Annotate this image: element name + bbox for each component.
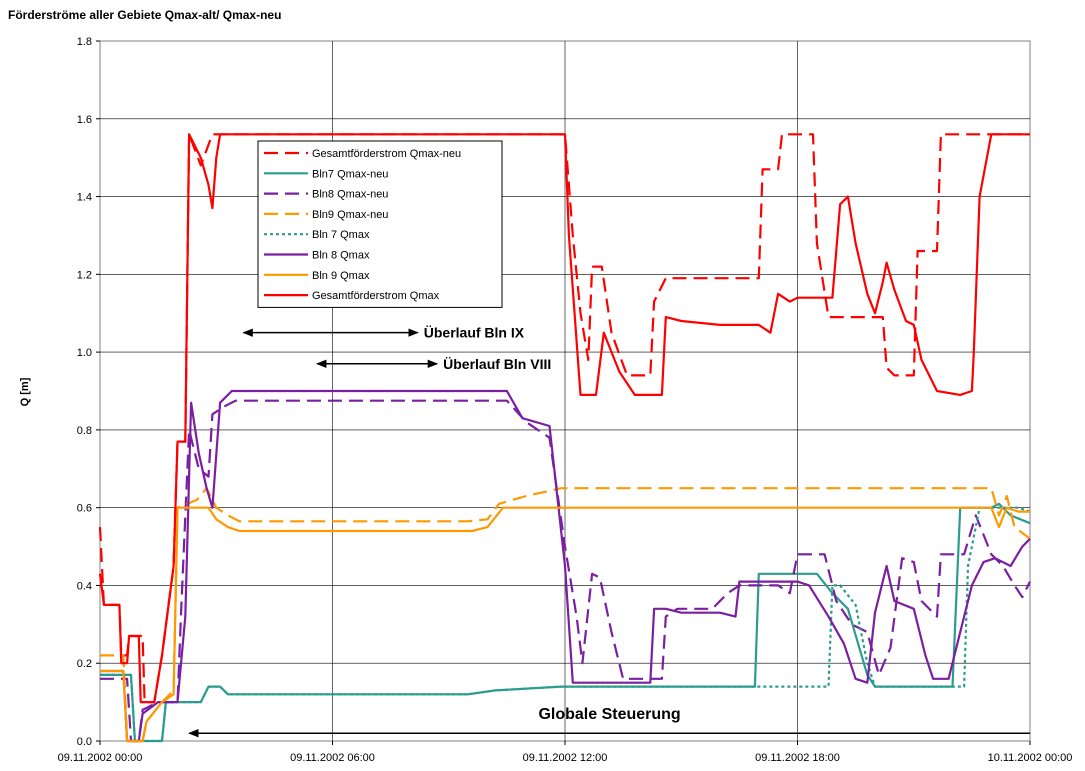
- y-tick-label: 0.2: [77, 658, 92, 670]
- series-line: [98, 133, 1030, 704]
- x-axis: 09.11.2002 00:00 09.11.2002 06:00 09.11.20…: [58, 741, 1073, 764]
- y-tick-label: 0.0: [77, 736, 92, 748]
- y-tick-label: 0.6: [77, 503, 92, 515]
- y-tick-label: 1.8: [77, 36, 92, 48]
- legend-label: Gesamtförderstrom Qmax-neu: [312, 148, 461, 160]
- y-tick-label: 0.8: [77, 425, 92, 437]
- y-axis-label: Q [m]: [19, 377, 31, 406]
- legend: Gesamtförderstrom Qmax-neu Bln7 Qmax-neu B…: [257, 140, 503, 308]
- series-group: [98, 133, 1031, 743]
- legend-label: Bln9 Qmax-neu: [312, 209, 388, 221]
- series-line: [100, 389, 1031, 743]
- annotation-label: Globale Steuerung: [538, 706, 680, 723]
- x-tick-label: 09.11.2002 06:00: [290, 752, 375, 764]
- annotation-label: Überlauf Bln IX: [424, 325, 525, 341]
- series-line: [100, 506, 1030, 743]
- legend-label: Bln 7 Qmax: [312, 229, 370, 241]
- legend-label: Gesamtförderstrom Qmax: [312, 290, 440, 302]
- annotation-label: Überlauf Bln VIII: [443, 356, 551, 372]
- y-axis: 0.0 0.2 0.4 0.6 0.8 1.0 1.2 1.4 1.6 1.8: [77, 36, 100, 748]
- legend-label: Bln8 Qmax-neu: [312, 189, 388, 201]
- gridlines: [100, 41, 1030, 741]
- legend-label: Bln 9 Qmax: [312, 270, 370, 282]
- x-tick-label: 09.11.2002 18:00: [755, 752, 840, 764]
- legend-label: Bln 8 Qmax: [312, 250, 370, 262]
- chart-title: Förderströme aller Gebiete Qmax-alt/ Qma…: [8, 8, 282, 22]
- y-tick-label: 1.4: [77, 192, 92, 204]
- series-line: [100, 399, 1031, 743]
- x-tick-label: 09.11.2002 12:00: [523, 752, 608, 764]
- y-tick-label: 1.2: [77, 269, 92, 281]
- legend-label: Bln7 Qmax-neu: [312, 168, 388, 180]
- annotations: Überlauf Bln IX Überlauf Bln VIII Globale …: [188, 325, 1030, 738]
- y-tick-label: 1.6: [77, 114, 92, 126]
- legend-box: [257, 140, 503, 308]
- y-tick-label: 1.0: [77, 347, 92, 359]
- x-tick-label: 10.11.2002 00:00: [988, 752, 1073, 764]
- x-tick-label: 09.11.2002 00:00: [58, 752, 143, 764]
- series-line: [100, 487, 1031, 743]
- y-tick-label: 0.4: [77, 580, 92, 592]
